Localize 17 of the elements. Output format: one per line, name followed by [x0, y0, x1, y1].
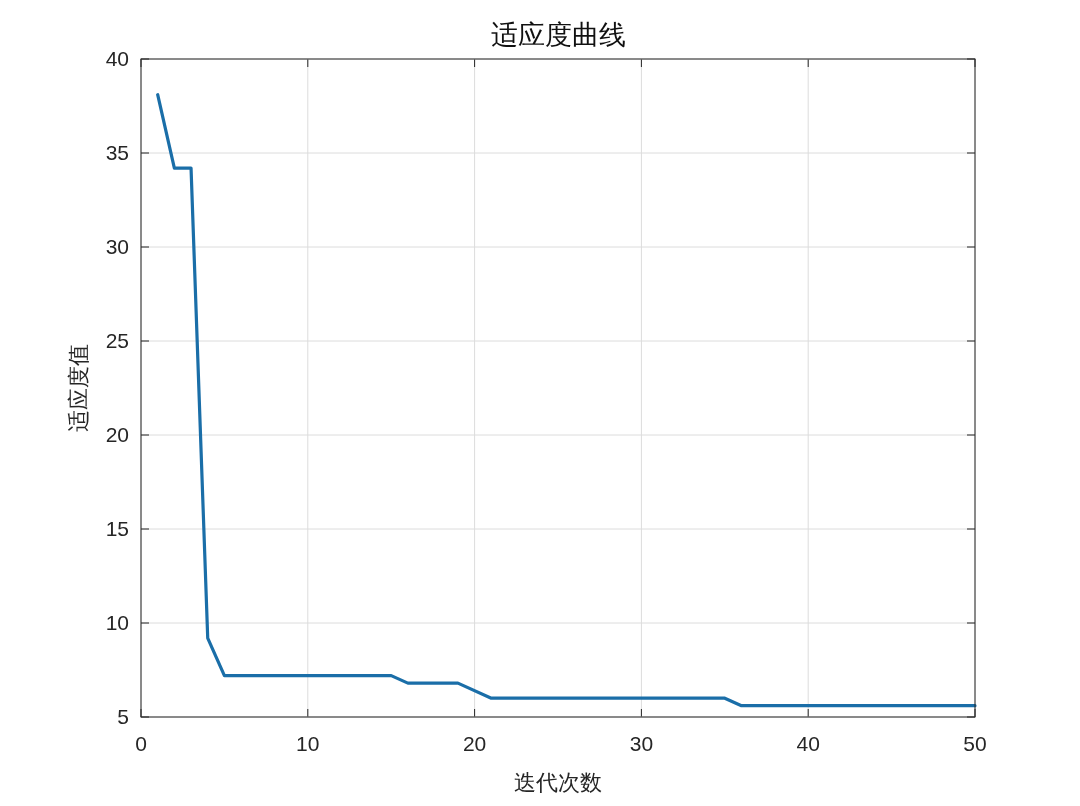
y-tick-label: 15: [105, 517, 129, 540]
x-tick-label: 40: [796, 732, 820, 755]
y-tick-label: 35: [105, 141, 129, 164]
y-tick-label: 30: [105, 235, 129, 258]
chart-title: 适应度曲线: [490, 20, 626, 50]
y-tick-label: 20: [105, 423, 129, 446]
y-tick-label: 5: [117, 705, 129, 728]
x-tick-label: 20: [462, 732, 487, 755]
x-tick-label: 30: [629, 732, 654, 755]
x-axis-title: 迭代次数: [514, 770, 602, 795]
y-tick-label: 25: [105, 329, 129, 352]
x-tick-label: 0: [135, 732, 147, 755]
x-tick-label: 10: [296, 732, 320, 755]
x-tick-label: 50: [963, 732, 987, 755]
y-tick-label: 40: [105, 47, 129, 70]
y-tick-label: 10: [105, 611, 129, 634]
y-axis-title: 适应度值: [66, 344, 91, 432]
